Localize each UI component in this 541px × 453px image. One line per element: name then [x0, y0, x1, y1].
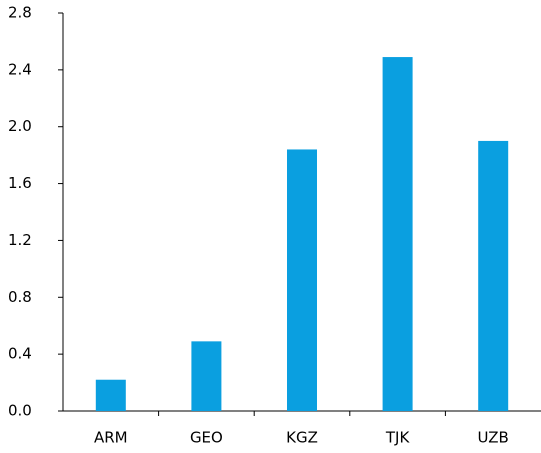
y-tick-label: 1.6: [8, 174, 32, 192]
y-tick-label: 1.2: [8, 231, 32, 249]
x-tick-label: GEO: [190, 429, 223, 447]
x-tick-label: TJK: [385, 429, 411, 447]
y-tick-label: 2.4: [8, 60, 32, 78]
bar: [287, 149, 317, 411]
x-tick-label: ARM: [94, 429, 128, 447]
x-tick-label: UZB: [478, 429, 509, 447]
y-tick-label: 2.0: [8, 117, 32, 135]
bar: [382, 57, 413, 412]
y-tick-label: 2.8: [8, 4, 32, 22]
y-tick-label: 0.4: [8, 345, 32, 363]
x-tick-label: KGZ: [286, 429, 318, 447]
y-tick-label: 0.8: [8, 288, 32, 306]
bar: [95, 379, 126, 411]
y-tick-label: 0.0: [8, 402, 32, 420]
bar: [478, 140, 509, 411]
bar: [191, 341, 222, 411]
